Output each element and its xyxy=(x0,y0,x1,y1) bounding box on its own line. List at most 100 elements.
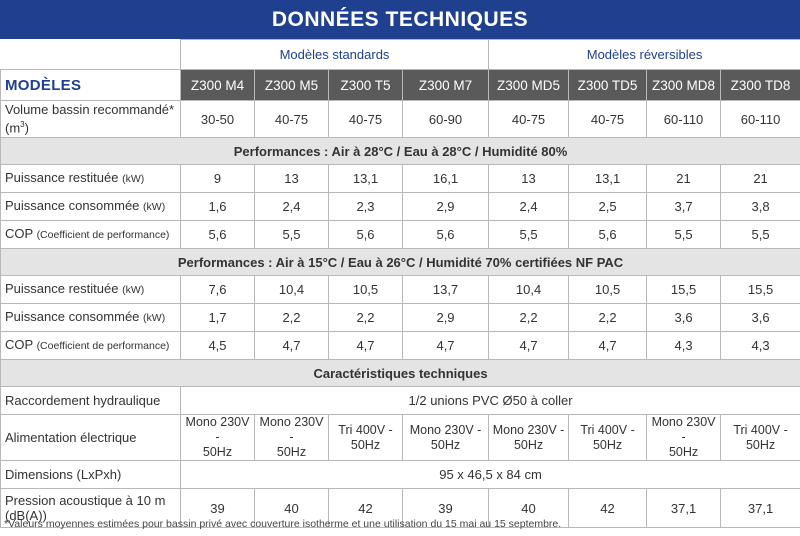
dimensions-value: 95 x 46,5 x 84 cm xyxy=(179,460,800,489)
row-label: Alimentation électrique xyxy=(0,414,181,461)
section-row: Caractéristiques techniques xyxy=(0,359,800,387)
group-header-row: Modèles standards Modèles réversibles xyxy=(0,39,800,70)
table-cell: 2,2 xyxy=(254,303,329,332)
table-cell: Mono 230V -50Hz xyxy=(180,414,255,461)
group-reversible: Modèles réversibles xyxy=(488,39,800,70)
row-label: Puissance consommée (kW) xyxy=(0,192,181,221)
section-heading-perf2: Performances : Air à 15°C / Eau à 26°C /… xyxy=(0,248,800,276)
table-cell: 1,7 xyxy=(180,303,255,332)
table-cell: 5,6 xyxy=(328,220,403,249)
row-label: Puissance restituée (kW) xyxy=(0,275,181,304)
table-row: Puissance restituée (kW) 9 13 13,1 16,1 … xyxy=(0,164,800,193)
row-label: Puissance restituée (kW) xyxy=(0,164,181,193)
table-cell: 15,5 xyxy=(720,275,800,304)
table-cell: 5,6 xyxy=(401,220,490,249)
table-cell: Mono 230V -50Hz xyxy=(401,414,490,461)
table-cell: 2,2 xyxy=(328,303,403,332)
row-label: Raccordement hydraulique xyxy=(0,386,181,415)
row-label: Puissance consommée (kW) xyxy=(0,303,181,332)
table-cell: 4,5 xyxy=(180,331,255,360)
model-header: Z300 M7 xyxy=(401,69,490,101)
volume-label: Volume bassin recommandé* (m3) xyxy=(0,100,181,138)
section-heading-tech: Caractéristiques techniques xyxy=(0,359,800,387)
table-cell: 60-90 xyxy=(401,100,490,138)
table-cell: 40-75 xyxy=(254,100,329,138)
table-cell: 10,4 xyxy=(254,275,329,304)
section-row: Performances : Air à 15°C / Eau à 26°C /… xyxy=(0,248,800,276)
table-cell: 2,9 xyxy=(401,303,490,332)
table-cell: 4,7 xyxy=(488,331,570,360)
table-row: COP (Coefficient de performance) 5,6 5,5… xyxy=(0,220,800,249)
table-cell: 40-75 xyxy=(328,100,403,138)
table-cell: 39 xyxy=(180,488,255,528)
row-label: COP (Coefficient de performance) xyxy=(0,220,181,249)
hydraulic-value: 1/2 unions PVC Ø50 à coller xyxy=(179,386,800,415)
table-row: Dimensions (LxPxh) 95 x 46,5 x 84 cm xyxy=(0,460,800,489)
table-cell: 2,9 xyxy=(401,192,490,221)
table-cell: 16,1 xyxy=(401,164,490,193)
table-cell: Tri 400V -50Hz xyxy=(328,414,403,461)
table-cell: Mono 230V -50Hz xyxy=(488,414,570,461)
table-cell: 4,7 xyxy=(254,331,329,360)
table-cell: 30-50 xyxy=(180,100,255,138)
table-cell: 7,6 xyxy=(180,275,255,304)
table-cell: 60-110 xyxy=(646,100,722,138)
table-cell: 13,1 xyxy=(568,164,648,193)
section-heading-perf1: Performances : Air à 28°C / Eau à 28°C /… xyxy=(0,137,800,165)
table-row: Alimentation électrique Mono 230V -50Hz … xyxy=(0,414,800,461)
table-cell: 2,4 xyxy=(254,192,329,221)
footnote: *Valeurs moyennes estimées pour bassin p… xyxy=(4,518,562,530)
table-cell: 2,5 xyxy=(568,192,648,221)
table-cell: 3,8 xyxy=(720,192,800,221)
models-row: MODÈLES Z300 M4 Z300 M5 Z300 T5 Z300 M7 … xyxy=(0,69,800,101)
table-cell: 4,7 xyxy=(401,331,490,360)
table-cell: Mono 230V -50Hz xyxy=(646,414,722,461)
table-cell: 5,5 xyxy=(646,220,722,249)
table-cell: 13 xyxy=(488,164,570,193)
table-cell: 10,5 xyxy=(328,275,403,304)
table-cell: 40 xyxy=(488,488,570,528)
table-cell: 9 xyxy=(180,164,255,193)
specs-table: Modèles standards Modèles réversibles MO… xyxy=(0,39,800,528)
table-cell: 5,5 xyxy=(720,220,800,249)
table-cell: 5,6 xyxy=(180,220,255,249)
table-row: COP (Coefficient de performance) 4,5 4,7… xyxy=(0,331,800,360)
row-label: COP (Coefficient de performance) xyxy=(0,331,181,360)
table-row: Puissance consommée (kW) 1,6 2,4 2,3 2,9… xyxy=(0,192,800,221)
group-standard: Modèles standards xyxy=(179,39,490,70)
table-cell: Tri 400V -50Hz xyxy=(568,414,648,461)
table-row: Raccordement hydraulique 1/2 unions PVC … xyxy=(0,386,800,415)
table-cell: 13,7 xyxy=(401,275,490,304)
table-cell: 21 xyxy=(646,164,722,193)
table-cell: 2,2 xyxy=(488,303,570,332)
table-cell: 39 xyxy=(401,488,490,528)
table-cell: 5,5 xyxy=(254,220,329,249)
model-header: Z300 M4 xyxy=(180,69,255,101)
table-cell: 21 xyxy=(720,164,800,193)
section-row: Performances : Air à 28°C / Eau à 28°C /… xyxy=(0,137,800,165)
table-cell: 3,6 xyxy=(646,303,722,332)
table-cell: 5,5 xyxy=(488,220,570,249)
model-header: Z300 TD5 xyxy=(568,69,648,101)
table-row: Puissance consommée (kW) 1,7 2,2 2,2 2,9… xyxy=(0,303,800,332)
volume-row: Volume bassin recommandé* (m3) 30-50 40-… xyxy=(0,100,800,138)
table-cell: 2,2 xyxy=(568,303,648,332)
table-cell: 2,4 xyxy=(488,192,570,221)
table-cell: 3,7 xyxy=(646,192,722,221)
table-cell: 3,6 xyxy=(720,303,800,332)
table-cell: 4,7 xyxy=(328,331,403,360)
table-cell: 5,6 xyxy=(568,220,648,249)
table-cell: 13 xyxy=(254,164,329,193)
models-label: MODÈLES xyxy=(0,69,181,101)
table-cell: Mono 230V -50Hz xyxy=(254,414,329,461)
table-cell: 4,3 xyxy=(646,331,722,360)
table-cell: 15,5 xyxy=(646,275,722,304)
table-cell: 10,5 xyxy=(568,275,648,304)
table-cell: 37,1 xyxy=(720,488,800,528)
table-cell: 4,3 xyxy=(720,331,800,360)
table-cell: 40-75 xyxy=(488,100,570,138)
row-label: Dimensions (LxPxh) xyxy=(0,460,181,489)
table-cell: 13,1 xyxy=(328,164,403,193)
table-cell: 4,7 xyxy=(568,331,648,360)
table-cell: 42 xyxy=(568,488,648,528)
